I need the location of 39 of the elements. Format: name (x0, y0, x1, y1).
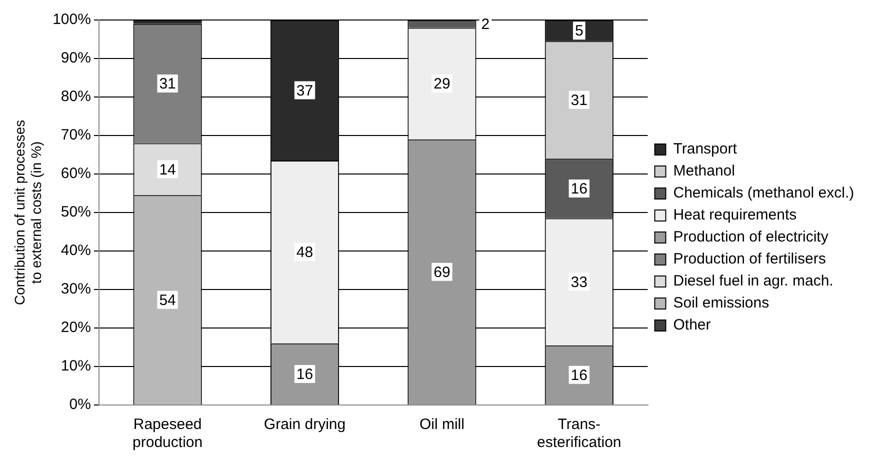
legend-label: Production of fertilisers (673, 250, 826, 268)
data-label: 5 (574, 22, 584, 40)
legend-label: Transport (673, 140, 738, 158)
data-label: 29 (434, 76, 450, 93)
y-tick-label: 40% (60, 242, 91, 260)
legend-label: Diesel fuel in agr. mach. (673, 272, 834, 290)
data-label: 48 (296, 244, 314, 262)
legend-label: Soil emissions (673, 294, 770, 312)
legend-label: Chemicals (methanol excl.) (673, 184, 854, 202)
data-label: 16 (570, 180, 588, 198)
y-tick-label: 30% (60, 280, 91, 298)
legend-label: Methanol (673, 162, 735, 180)
y-tick-label: 90% (60, 50, 91, 67)
data-label: 69 (434, 264, 450, 282)
y-tick-label: 80% (60, 88, 91, 106)
data-label: 37 (296, 82, 314, 100)
legend-label: Heat requirements (673, 206, 797, 224)
y-tick-label: 10% (60, 358, 91, 375)
y-axis-title: Contribution of unit processes to external costs (in %) (11, 120, 44, 306)
legend-label: Production of electricity (673, 228, 829, 246)
y-tick-label: 70% (60, 126, 91, 144)
y-tick-label: 50% (60, 204, 91, 221)
data-label: 31 (159, 76, 176, 93)
y-tick-label: 20% (60, 319, 91, 336)
data-label: 54 (159, 292, 176, 309)
y-tick-label: 0% (69, 396, 91, 414)
legend-label: Other (673, 316, 711, 334)
data-label: 2 (481, 16, 490, 33)
x-tick-label: Rapeseed production (132, 416, 203, 452)
data-label: 31 (570, 92, 588, 110)
y-tick-label: 60% (60, 165, 91, 182)
x-tick-label: Trans- esterification (537, 416, 622, 452)
x-tick-label: Grain drying (264, 416, 346, 434)
data-label: 14 (159, 161, 176, 178)
x-tick-label: Oil mill (419, 416, 464, 434)
data-label: 33 (570, 274, 588, 291)
y-tick-label: 100% (52, 11, 91, 28)
data-label: 16 (570, 367, 588, 384)
data-label: 16 (296, 366, 314, 384)
